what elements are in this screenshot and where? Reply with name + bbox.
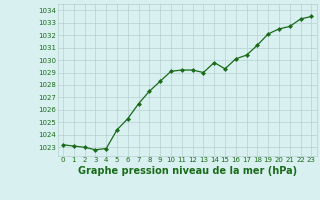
X-axis label: Graphe pression niveau de la mer (hPa): Graphe pression niveau de la mer (hPa) bbox=[78, 166, 297, 176]
